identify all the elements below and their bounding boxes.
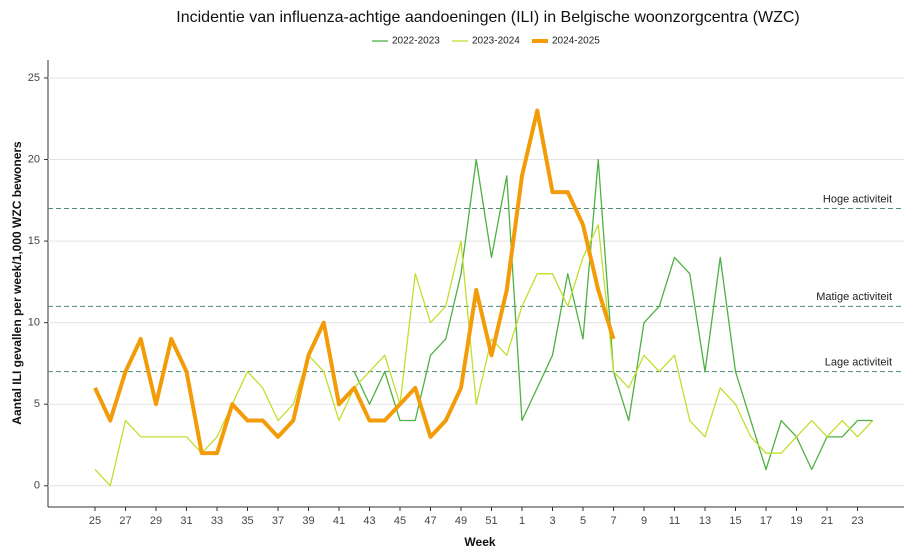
x-tick-label: 13 <box>699 515 711 527</box>
x-tick-label: 49 <box>455 515 467 527</box>
x-tick-label: 11 <box>669 515 680 527</box>
threshold-label: Matige activiteit <box>816 291 892 303</box>
x-tick-label: 3 <box>549 515 555 527</box>
legend-label: 2022-2023 <box>392 36 440 47</box>
x-tick-label: 21 <box>821 515 833 527</box>
x-tick-label: 31 <box>180 515 192 527</box>
x-tick-label: 5 <box>580 515 586 527</box>
x-tick-label: 43 <box>363 515 375 527</box>
y-tick-label: 15 <box>28 235 40 247</box>
x-tick-label: 45 <box>394 515 406 527</box>
series-line <box>93 108 616 456</box>
threshold-label: Hoge activiteit <box>823 193 892 205</box>
series-line <box>353 158 873 471</box>
chart-title: Incidentie van influenza-achtige aandoen… <box>176 9 799 26</box>
x-tick-label: 15 <box>729 515 741 527</box>
x-tick-label: 1 <box>519 515 525 527</box>
x-axis-label: Week <box>464 535 495 549</box>
x-tick-label: 33 <box>211 515 223 527</box>
x-tick-label: 19 <box>790 515 802 527</box>
x-tick-label: 17 <box>760 515 772 527</box>
series-line <box>94 224 874 487</box>
y-tick-label: 20 <box>28 153 40 165</box>
x-tick-label: 51 <box>485 515 497 527</box>
x-tick-label: 41 <box>333 515 345 527</box>
y-tick-label: 0 <box>34 480 40 492</box>
x-tick-label: 23 <box>851 515 863 527</box>
x-tick-label: 47 <box>424 515 436 527</box>
threshold-label: Lage activiteit <box>825 357 892 369</box>
legend-label: 2024-2025 <box>552 36 600 47</box>
x-tick-label: 9 <box>641 515 647 527</box>
y-tick-label: 25 <box>28 72 40 84</box>
x-tick-label: 25 <box>89 515 101 527</box>
x-tick-label: 35 <box>241 515 253 527</box>
x-tick-label: 39 <box>302 515 314 527</box>
x-tick-label: 27 <box>119 515 131 527</box>
y-axis-label: Aantal ILI gevallen per week/1,000 WZC b… <box>10 141 24 425</box>
y-tick-label: 10 <box>28 317 40 329</box>
x-tick-label: 29 <box>150 515 162 527</box>
y-tick-label: 5 <box>34 398 40 410</box>
legend-label: 2023-2024 <box>472 36 520 47</box>
x-tick-label: 37 <box>272 515 284 527</box>
x-tick-label: 7 <box>610 515 616 527</box>
